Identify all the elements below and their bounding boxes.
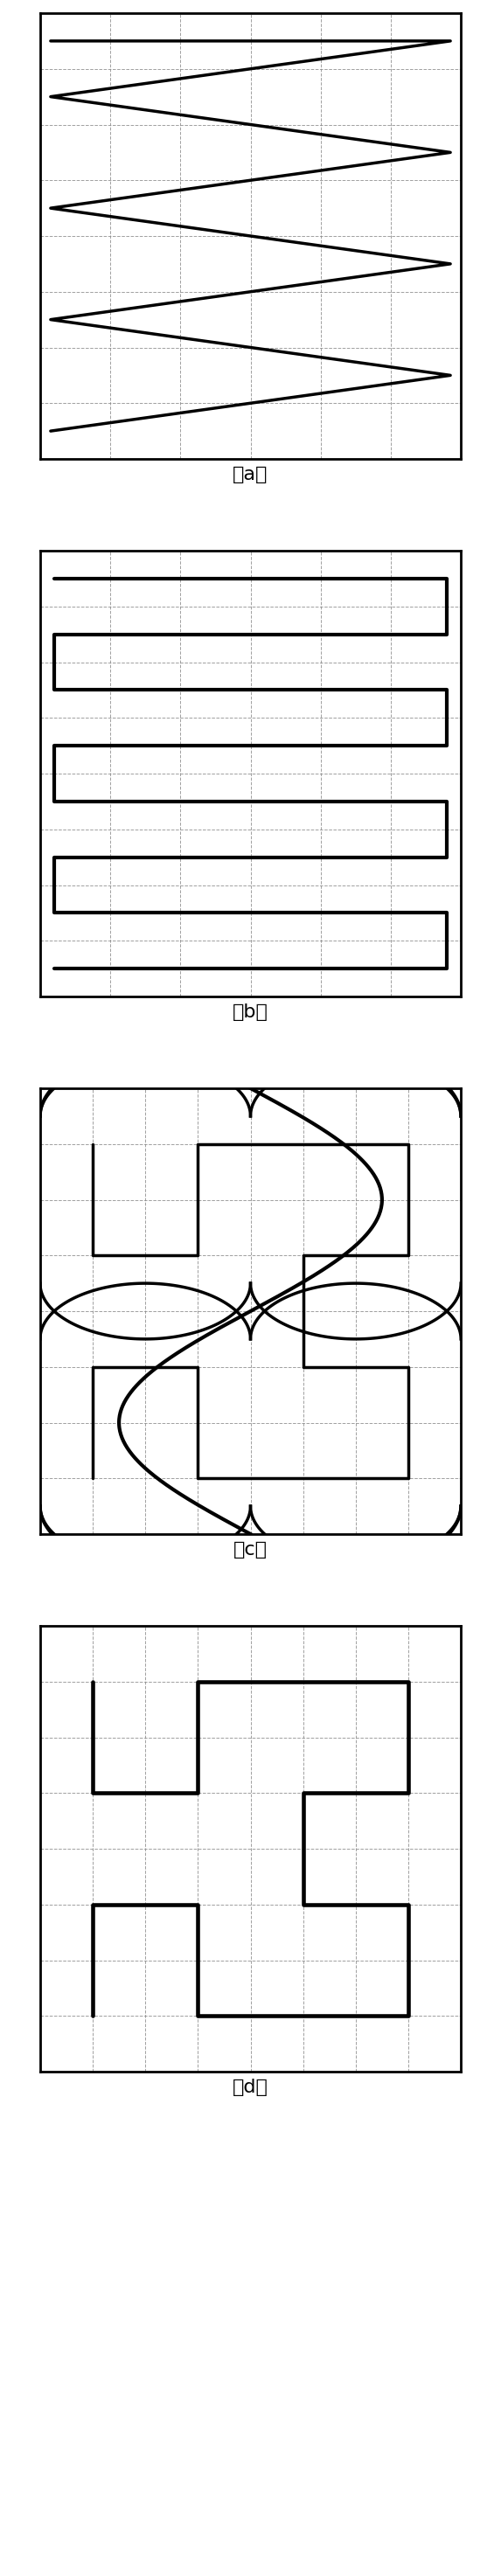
Text: （a）: （a） <box>233 466 268 484</box>
Text: （b）: （b） <box>232 1005 269 1020</box>
Text: （d）: （d） <box>232 2079 269 2097</box>
Text: （c）: （c） <box>233 1540 268 1558</box>
